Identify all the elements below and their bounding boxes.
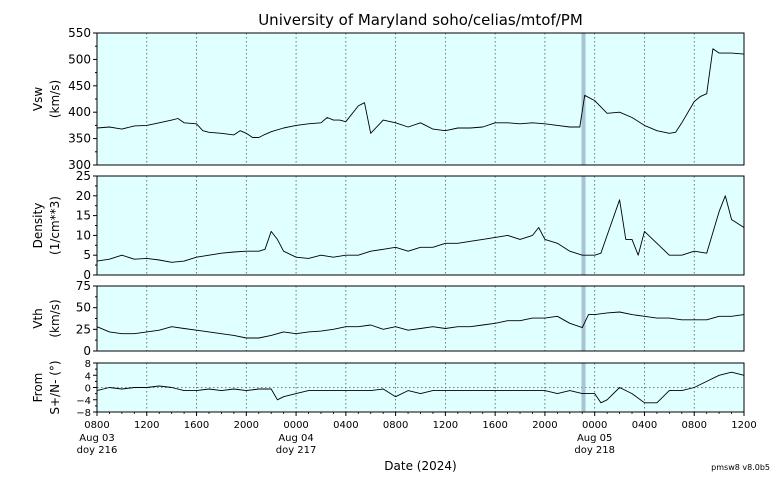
x-tick-label: 0800 [383,420,408,431]
panel-background [97,363,744,412]
series-line [96,311,745,339]
y-axis-label: From [31,373,45,403]
day-label-date: Aug 04 [278,433,313,444]
panel-3: 0 25 50 75 Vth (km/s) [31,279,745,358]
series-line [96,371,745,404]
y-axis-label: Density [31,203,45,249]
y-tick-label: 350 [68,132,91,146]
x-tick-label: 0800 [682,420,707,431]
y-tick-label: 50 [76,301,91,315]
y-tick-label: 5 [83,248,91,262]
panel-background [97,33,744,165]
y-axis-label: S+/N- (°) [48,360,62,414]
time-marker [581,363,586,412]
y-tick-label: 0 [83,268,91,282]
x-axis: 0800 1200 1600 2000 0000 0400 0800 1200 1600 2000… [77,412,757,456]
y-axis-label: Vth [31,308,45,329]
x-tick-label: 0000 [283,420,308,431]
time-marker [581,33,586,165]
panel-4: −8−40 48 From S+/N- (°) [31,359,745,419]
panel-background [97,286,744,351]
x-tick-label: 1200 [433,420,458,431]
y-tick-label: 25 [76,322,91,336]
day-label-doy: doy 216 [77,445,118,456]
x-tick-label: 2000 [234,420,259,431]
y-tick-label: 0 [83,344,91,358]
day-label-date: Aug 03 [79,433,114,444]
panel-1: 300 350 400 450 500 550 Vsw (km/s) [31,26,745,172]
y-tick-label: 0 [85,384,91,395]
y-tick-label: 15 [76,209,91,223]
y-axis-label: (km/s) [48,80,62,118]
x-tick-label: 1200 [134,420,159,431]
time-marker [581,286,586,351]
day-label-doy: doy 217 [276,445,317,456]
x-tick-label: 0800 [84,420,109,431]
y-tick-label: 450 [68,79,91,93]
y-tick-label: −4 [76,396,91,407]
y-tick-label: 400 [68,105,91,119]
day-label-date: Aug 05 [577,433,612,444]
x-tick-label: 1200 [731,420,756,431]
y-tick-label: 300 [68,158,91,172]
panel-2: 0 5 10 15 20 25 Density (1/cm**3) [31,169,745,282]
y-tick-label: −8 [76,408,91,419]
x-tick-label: 0400 [632,420,657,431]
time-marker [581,176,586,275]
x-tick-label: 1600 [184,420,209,431]
day-label-doy: doy 218 [574,445,615,456]
y-tick-label: 20 [76,189,91,203]
x-tick-label: 0000 [582,420,607,431]
series-line [96,48,745,138]
series-line [96,195,745,263]
chart-title: University of Maryland soho/celias/mtof/… [258,11,583,29]
y-axis-label: Vsw [31,87,45,111]
x-tick-label: 2000 [532,420,557,431]
y-tick-label: 500 [68,52,91,66]
x-tick-label: 0400 [333,420,358,431]
y-tick-label: 25 [76,169,91,183]
y-axis-label: (1/cm**3) [48,196,62,255]
y-tick-label: 550 [68,26,91,40]
x-tick-label: 1600 [482,420,507,431]
y-tick-label: 10 [76,228,91,242]
y-tick-label: 8 [85,359,91,370]
y-tick-label: 75 [76,279,91,293]
y-axis-label: (km/s) [48,299,62,337]
version-label: pmsw8 v8.0b5 [711,463,770,472]
y-tick-label: 4 [85,371,91,382]
x-axis-label: Date (2024) [384,459,456,473]
panel-background [97,176,744,275]
